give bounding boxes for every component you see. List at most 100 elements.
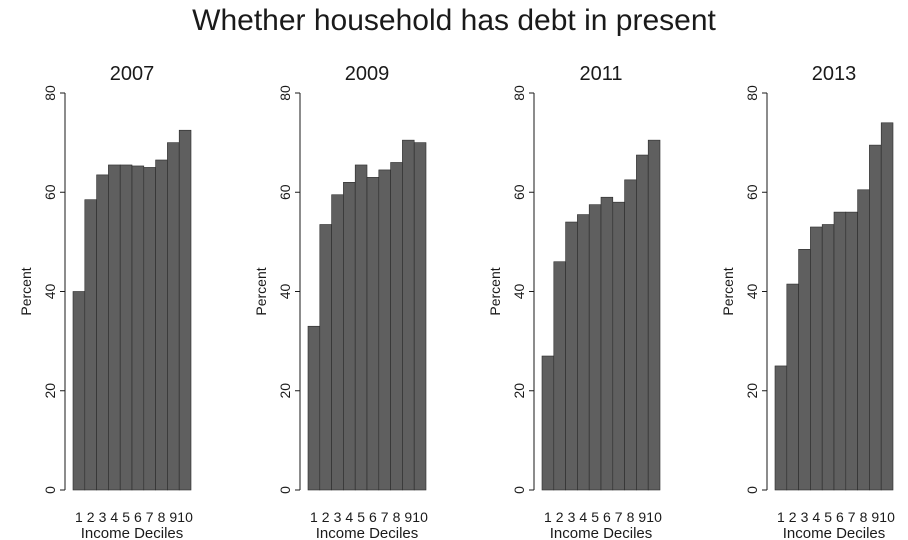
y-tick-label: 0 (277, 486, 293, 494)
bar-2007-10 (178, 129, 192, 491)
bar-2011-3 (565, 221, 578, 491)
y-tick-label: 0 (744, 486, 760, 494)
x-tick-label: 8 (860, 509, 868, 525)
x-tick-label: 9 (638, 509, 646, 525)
y-tick-label: 60 (744, 184, 760, 200)
x-axis-label: Income Deciles (316, 525, 419, 540)
bar-2007-2 (84, 199, 97, 491)
x-tick-label: 8 (158, 509, 166, 525)
x-tick-label: 1 (544, 509, 552, 525)
bar-2009-9 (402, 139, 415, 491)
x-tick-label: 2 (322, 509, 330, 525)
x-tick-label: 5 (824, 509, 832, 525)
x-tick-label: 10 (412, 509, 428, 525)
y-axis-label: Percent (253, 267, 269, 315)
x-tick-label: 4 (812, 509, 820, 525)
x-tick-label: 10 (879, 509, 895, 525)
panel-title-2013: 2013 (812, 63, 857, 85)
x-tick-label: 4 (345, 509, 353, 525)
y-tick-label: 40 (511, 284, 527, 300)
x-tick-label: 2 (87, 509, 95, 525)
y-tick-label: 20 (277, 383, 293, 399)
bar-2009-10 (413, 142, 427, 491)
y-axis-label: Percent (720, 267, 736, 315)
bar-2011-6 (600, 196, 614, 491)
x-tick-label: 1 (75, 509, 83, 525)
bar-2013-1 (774, 365, 788, 491)
x-tick-label: 1 (310, 509, 318, 525)
bar-2013-8 (857, 189, 870, 491)
bar-2007-8 (155, 159, 168, 491)
y-axis-label: Percent (487, 267, 503, 315)
x-tick-label: 8 (627, 509, 635, 525)
x-tick-label: 5 (591, 509, 599, 525)
x-tick-label: 3 (334, 509, 342, 525)
x-tick-label: 8 (393, 509, 401, 525)
x-tick-label: 6 (603, 509, 611, 525)
y-tick-label: 20 (744, 383, 760, 399)
bar-2011-2 (553, 261, 566, 491)
x-tick-label: 4 (110, 509, 118, 525)
x-tick-label: 6 (134, 509, 142, 525)
bar-2011-4 (577, 214, 590, 491)
y-tick-label: 60 (511, 184, 527, 200)
y-tick-label: 20 (42, 383, 58, 399)
x-tick-label: 7 (848, 509, 856, 525)
panel-title-2011: 2011 (579, 63, 622, 85)
bar-2009-8 (390, 162, 403, 491)
bar-2009-7 (378, 169, 391, 491)
bar-2009-2 (319, 224, 332, 491)
x-tick-label: 9 (169, 509, 177, 525)
x-tick-label: 7 (146, 509, 154, 525)
bar-2011-8 (624, 179, 637, 491)
y-tick-label: 80 (511, 85, 527, 101)
y-tick-label: 80 (42, 85, 58, 101)
bar-2011-5 (588, 204, 602, 491)
x-tick-label: 2 (556, 509, 564, 525)
bar-2007-4 (108, 164, 121, 491)
bar-2009-3 (331, 194, 344, 491)
bar-2013-7 (845, 211, 858, 491)
x-tick-label: 6 (369, 509, 377, 525)
x-tick-label: 7 (615, 509, 623, 525)
bar-2009-6 (366, 177, 380, 491)
bar-2013-5 (821, 224, 835, 491)
bar-2009-1 (307, 325, 321, 491)
x-tick-label: 5 (357, 509, 365, 525)
panel-title-2009: 2009 (345, 63, 390, 85)
x-axis-label: Income Deciles (81, 525, 184, 540)
bar-2013-3 (798, 249, 811, 491)
x-tick-label: 7 (381, 509, 389, 525)
bar-2009-4 (343, 182, 356, 491)
y-axis-label: Percent (18, 267, 34, 315)
chart-title: Whether household has debt in present (192, 4, 716, 37)
x-tick-label: 1 (777, 509, 785, 525)
x-tick-label: 3 (801, 509, 809, 525)
y-tick-label: 60 (277, 184, 293, 200)
y-tick-label: 40 (42, 284, 58, 300)
bar-2007-3 (96, 174, 109, 491)
y-tick-label: 20 (511, 383, 527, 399)
y-tick-label: 0 (42, 486, 58, 494)
bar-2007-7 (143, 167, 156, 491)
bar-2007-1 (72, 291, 86, 491)
x-axis-label: Income Deciles (783, 525, 886, 540)
y-tick-label: 0 (511, 486, 527, 494)
y-tick-label: 60 (42, 184, 58, 200)
x-tick-label: 9 (871, 509, 879, 525)
x-tick-label: 10 (177, 509, 193, 525)
x-tick-label: 3 (99, 509, 107, 525)
bar-2007-5 (119, 164, 133, 491)
bar-2011-10 (647, 139, 661, 491)
y-tick-label: 80 (277, 85, 293, 101)
bar-2013-4 (810, 226, 823, 491)
x-tick-label: 5 (122, 509, 130, 525)
bar-2011-7 (612, 201, 625, 491)
y-tick-label: 80 (744, 85, 760, 101)
x-axis-label: Income Deciles (550, 525, 653, 540)
bar-2013-10 (880, 122, 894, 491)
y-tick-label: 40 (277, 284, 293, 300)
y-tick-label: 40 (744, 284, 760, 300)
bar-2007-9 (167, 142, 180, 491)
